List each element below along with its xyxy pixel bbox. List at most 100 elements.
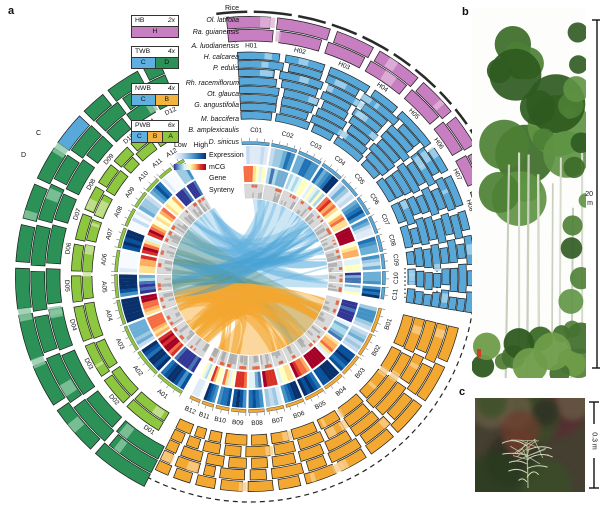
photo-small-bamboo	[475, 398, 585, 492]
chromosome-arc	[165, 439, 181, 454]
chromosome-arc	[403, 89, 440, 125]
chromosome-label: A01	[155, 388, 169, 401]
species-names: M. baccifera B. amplexicaulis D. sinicus	[184, 114, 239, 148]
group-name: NWB	[135, 84, 151, 92]
chromosome-label: C02	[281, 130, 295, 140]
chromosome-arc	[227, 29, 274, 43]
species-name: Ol. latifolia	[206, 17, 239, 25]
subgenome-cell-A: A	[163, 131, 179, 142]
low-label: Low	[174, 142, 187, 149]
chromosome-label: D05	[63, 280, 71, 293]
chromosome-arc	[360, 103, 388, 128]
chromosome-arc	[70, 125, 102, 159]
chromosome-arc	[396, 162, 421, 194]
chromosome-arc	[84, 341, 111, 377]
chromosome-arc	[409, 227, 421, 245]
chromosome-arc	[36, 147, 67, 185]
chromosome-arc	[422, 293, 432, 307]
subgenome-legend: Rice HB 2x H Ol. latifolia Ra. guianensis TWB 4…	[131, 4, 239, 151]
species-name: Ot. glauca	[207, 90, 239, 98]
chromosome-label: C08	[387, 234, 397, 248]
chromosome-arc	[57, 115, 91, 151]
subgenome-cell-B: B	[147, 131, 164, 142]
chromosome-arc	[406, 362, 433, 395]
chromosome-label: A06	[100, 253, 108, 266]
chromosome-arc	[415, 194, 430, 215]
subgenome-cell-C: C	[132, 58, 156, 69]
chromosome-arc	[71, 243, 85, 272]
chromosome-arc	[333, 136, 364, 163]
chromosome-arc	[415, 82, 452, 120]
chromosome-label: A10	[137, 170, 150, 183]
chromosome-arc	[424, 272, 433, 291]
chromosome-arc	[397, 123, 421, 148]
track-label: Expression	[209, 152, 244, 160]
chromosome-arc	[202, 440, 222, 455]
chromosome-arc	[446, 116, 475, 151]
chromosome-arc	[194, 425, 208, 440]
species-names: A. luodianensis H. calcarea P. edulis	[184, 41, 239, 75]
chromosome-arc	[123, 156, 140, 174]
translocation-c-label: C	[36, 130, 42, 137]
chromosome-arc	[238, 85, 280, 97]
translocation-d-label: D	[21, 152, 27, 159]
chromosome-arc	[30, 270, 48, 312]
chromosome-label: B06	[292, 410, 306, 421]
group-ploidy: 6x	[167, 121, 175, 129]
chromosome-arc	[315, 107, 348, 130]
scale-value-b: 20	[585, 191, 593, 198]
chromosome-arc	[457, 210, 471, 232]
chromosome-arc	[247, 479, 274, 492]
chromosome-label: C01	[250, 127, 263, 135]
chromosome-arc	[447, 296, 458, 311]
chromosome-arc	[154, 459, 173, 476]
chromosome-arc	[103, 374, 131, 404]
chromosome-label: D06	[64, 242, 73, 255]
person-in-red	[477, 349, 481, 357]
chromosome-label: C06	[368, 192, 380, 206]
chromosome-label: B02	[371, 344, 383, 358]
chromosome-arc	[111, 365, 139, 397]
legend-row-Gene: Gene	[174, 173, 244, 185]
chromosome-arc	[337, 393, 364, 417]
chromosome-arc	[414, 217, 430, 246]
chromosome-label: A05	[100, 281, 108, 293]
chromosome-arc	[180, 445, 204, 463]
chromosome-arc	[305, 455, 328, 472]
chromosome-arc	[360, 158, 381, 180]
chromosome-label: C04	[333, 155, 347, 168]
legend-box-HB: HB 2x H	[131, 15, 179, 38]
chromosome-arc	[433, 121, 463, 157]
chromosome-label: C07	[379, 213, 390, 227]
chromosome-label: A09	[124, 186, 137, 200]
chromosome-label: B01	[383, 317, 393, 331]
band-D: D01D02D03D04D05D06D07D08D09D10D11D12	[15, 60, 178, 487]
chromosome-arc	[413, 290, 424, 306]
chromosome-arc	[240, 111, 273, 121]
chromosome-arc	[224, 432, 248, 446]
chromosome-arc	[74, 213, 93, 242]
species-name: Ra. guianensis	[192, 28, 239, 36]
chromosome-label: H02	[293, 47, 307, 56]
chromosome-label: A02	[131, 364, 144, 378]
chromosome-arc	[280, 79, 319, 97]
group-name: PWB	[135, 121, 151, 129]
legend-box-NWB: NWB 4x C B	[131, 82, 179, 106]
chromosome-arc	[97, 164, 120, 188]
photo-tall-bamboo	[472, 8, 586, 378]
scale-bar-b: 20 m	[585, 19, 600, 369]
chromosome-arc	[435, 176, 456, 212]
chromosome-label: D03	[82, 357, 94, 371]
species-name: B. amplexicaulis	[188, 127, 239, 135]
legend-row-mCG: mCG	[174, 162, 244, 174]
chromosome-arc	[393, 314, 414, 348]
species-name: A. luodianensis	[191, 43, 239, 50]
chromosome-arc	[432, 273, 442, 288]
group-name: HB	[135, 17, 145, 24]
chromosome-arc	[376, 177, 397, 203]
chromosome-arc	[113, 146, 135, 168]
species-name: D. sinicus	[208, 138, 239, 146]
chromosome-label: D12	[164, 106, 178, 118]
